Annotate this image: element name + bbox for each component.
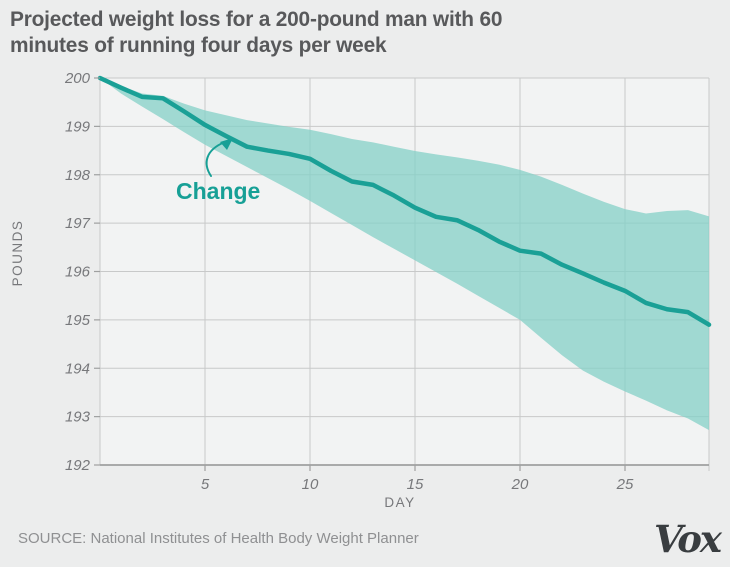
chart-title-line2: minutes of running four days per week — [10, 33, 387, 57]
y-tick-label-200: 200 — [64, 70, 91, 87]
y-tick-label-193: 193 — [65, 409, 91, 426]
y-axis-title: POUNDS — [10, 220, 25, 287]
y-tick-label-194: 194 — [65, 360, 90, 377]
x-axis-title: DAY — [384, 495, 415, 510]
annotation-arrow — [205, 138, 233, 177]
uncertainty-band — [100, 78, 709, 431]
weight-change-line — [97, 75, 712, 327]
x-tick-label-25: 25 — [616, 476, 634, 493]
chart-title: Projected weight loss for a 200-pound ma… — [10, 6, 679, 58]
y-tick-label-196: 196 — [65, 264, 91, 281]
vox-logo: Vox — [653, 517, 722, 561]
chart-title-line1: Projected weight loss for a 200-pound ma… — [10, 7, 503, 31]
series-annotation-change: Change — [176, 178, 261, 204]
y-tick-label-198: 198 — [65, 167, 91, 184]
x-tick-label-15: 15 — [407, 476, 424, 493]
x-tick-label-20: 20 — [511, 476, 529, 493]
y-tick-label-195: 195 — [65, 312, 91, 329]
source-credit: SOURCE: National Institutes of Health Bo… — [18, 530, 419, 547]
y-tick-label-192: 192 — [65, 457, 91, 474]
x-tick-label-5: 5 — [201, 476, 210, 493]
y-tick-label-199: 199 — [65, 118, 91, 135]
x-tick-label-10: 10 — [302, 476, 319, 493]
y-tick-label-197: 197 — [65, 215, 91, 232]
